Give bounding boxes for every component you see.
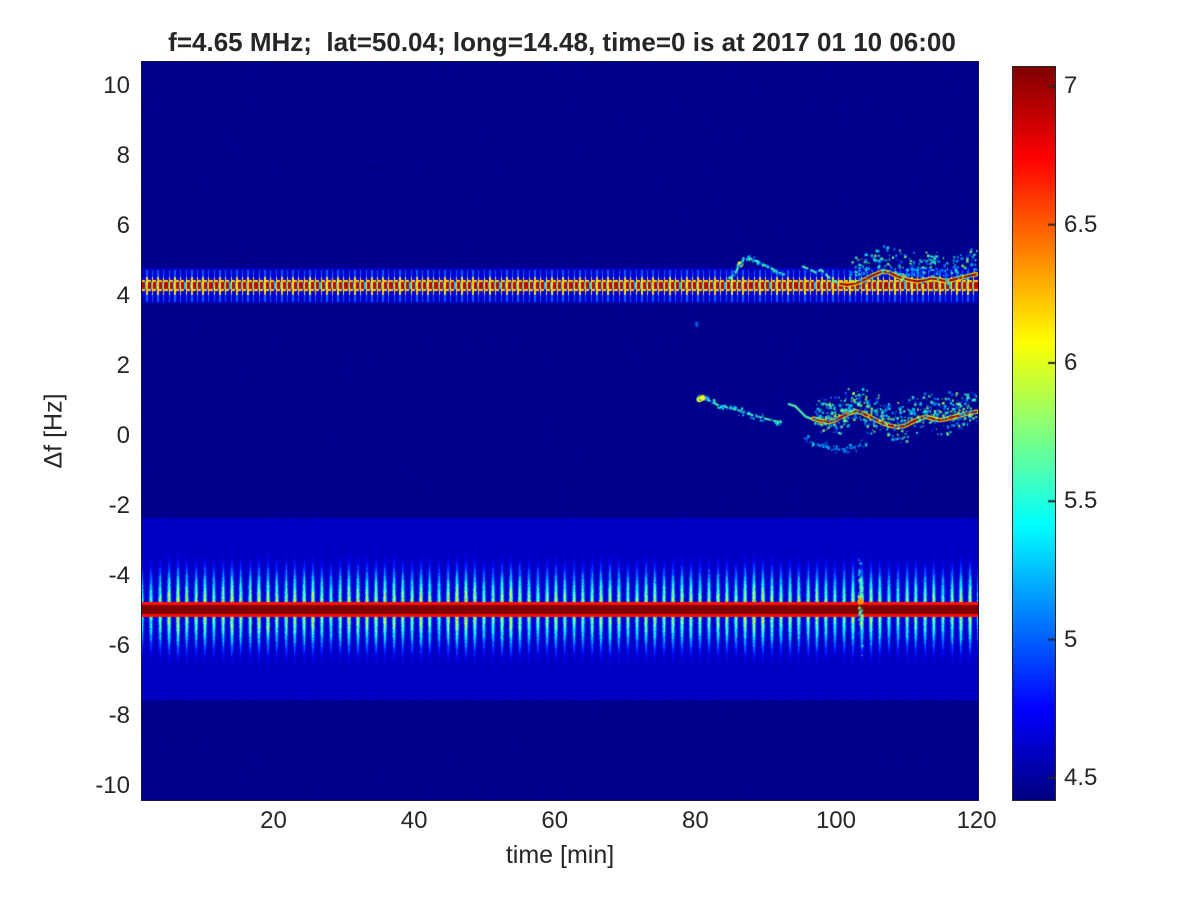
y-tick-label: 2 — [116, 352, 130, 380]
y-tick-label: 0 — [116, 422, 130, 450]
colorbar-tick-label: 5 — [1064, 625, 1078, 653]
y-tick-label: 8 — [116, 142, 130, 170]
plot-title: f=4.65 MHz; lat=50.04; long=14.48, time=… — [168, 27, 956, 57]
colorbar-tick-label: 5.5 — [1064, 487, 1098, 515]
colorbar-tick-label: 4.5 — [1064, 763, 1098, 791]
y-tick-label: 6 — [116, 212, 130, 240]
colorbar-tick-label: 7 — [1064, 72, 1078, 100]
y-tick-label: -4 — [108, 562, 130, 590]
y-tick-label: -2 — [108, 492, 130, 520]
y-tick-label: 10 — [103, 72, 130, 100]
x-tick-label: 60 — [541, 807, 569, 834]
x-tick-label: 100 — [815, 807, 856, 834]
spectrogram-canvas — [141, 61, 979, 801]
x-tick-label: 80 — [681, 807, 709, 834]
colorbar-canvas — [1012, 66, 1056, 801]
y-tick-label: -8 — [108, 702, 130, 730]
x-tick-label: 120 — [956, 807, 997, 834]
x-axis-label: time [min] — [505, 841, 615, 869]
y-tick-label: -10 — [95, 772, 130, 799]
colorbar-tick-label: 6 — [1064, 348, 1078, 376]
y-tick-label: -6 — [108, 632, 130, 660]
colorbar-tick-label: 6.5 — [1064, 210, 1098, 238]
x-tick-label: 20 — [260, 807, 287, 834]
x-tick-label: 40 — [400, 807, 428, 834]
y-tick-label: 4 — [116, 282, 130, 310]
